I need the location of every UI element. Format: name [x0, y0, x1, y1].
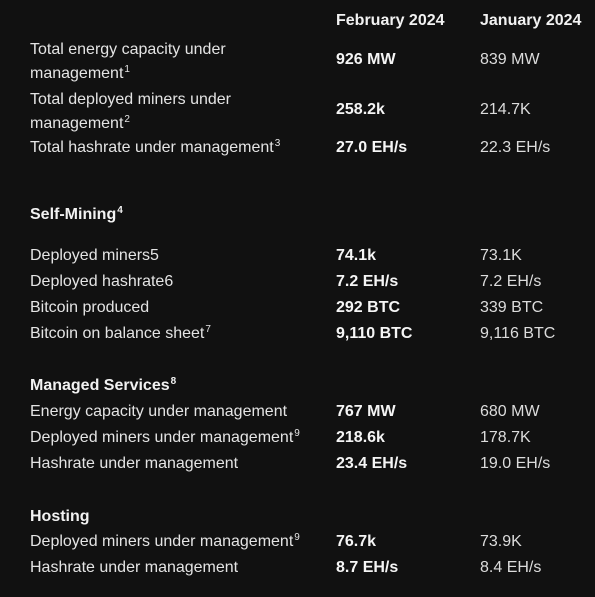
row-label: Total hashrate under management3 — [30, 137, 281, 156]
january-value: 7.2 EH/s — [480, 273, 542, 290]
row-label: Hashrate under management — [30, 455, 239, 472]
february-value: 767 MW — [336, 403, 396, 420]
february-value: 258.2k — [336, 101, 385, 118]
january-value: 22.3 EH/s — [480, 139, 551, 156]
february-value: 926 MW — [336, 51, 396, 68]
row-label: Deployed miners under management9 — [30, 427, 300, 446]
january-value: 680 MW — [480, 403, 540, 420]
section-title-hosting: Hosting — [30, 508, 90, 525]
february-value: 76.7k — [336, 533, 377, 550]
february-value: 27.0 EH/s — [336, 139, 408, 156]
february-value: 8.7 EH/s — [336, 559, 399, 576]
section-title-self-mining: Self-Mining4 — [30, 204, 123, 223]
january-value: 178.7K — [480, 429, 531, 446]
january-value: 339 BTC — [480, 299, 544, 316]
january-value: 73.1K — [480, 247, 522, 264]
row-label: Energy capacity under management — [30, 403, 288, 420]
february-value: 218.6k — [336, 429, 385, 446]
february-value: 9,110 BTC — [336, 325, 413, 342]
february-value: 7.2 EH/s — [336, 273, 399, 290]
row-label: Deployed miners under management9 — [30, 531, 300, 550]
february-value: 23.4 EH/s — [336, 455, 408, 472]
february-value: 74.1k — [336, 247, 377, 264]
row-label: Deployed hashrate6 — [30, 273, 174, 290]
row-label: Bitcoin on balance sheet7 — [30, 323, 211, 342]
february-value: 292 BTC — [336, 299, 401, 316]
row-label: Hashrate under management — [30, 559, 239, 576]
january-value: 73.9K — [480, 533, 522, 550]
january-value: 9,116 BTC — [480, 325, 556, 342]
january-value: 8.4 EH/s — [480, 559, 542, 576]
row-label: Total energy capacity under management1 — [30, 41, 226, 82]
row-label: Deployed miners5 — [30, 247, 159, 264]
row-label: Bitcoin produced — [30, 299, 150, 316]
row-label: Total deployed miners under management2 — [30, 91, 232, 132]
column-header-february: February 2024 — [336, 12, 445, 29]
column-header-january: January 2024 — [480, 12, 582, 29]
january-value: 19.0 EH/s — [480, 455, 551, 472]
january-value: 214.7K — [480, 101, 531, 118]
january-value: 839 MW — [480, 51, 540, 68]
section-title-managed-services: Managed Services8 — [30, 375, 177, 394]
